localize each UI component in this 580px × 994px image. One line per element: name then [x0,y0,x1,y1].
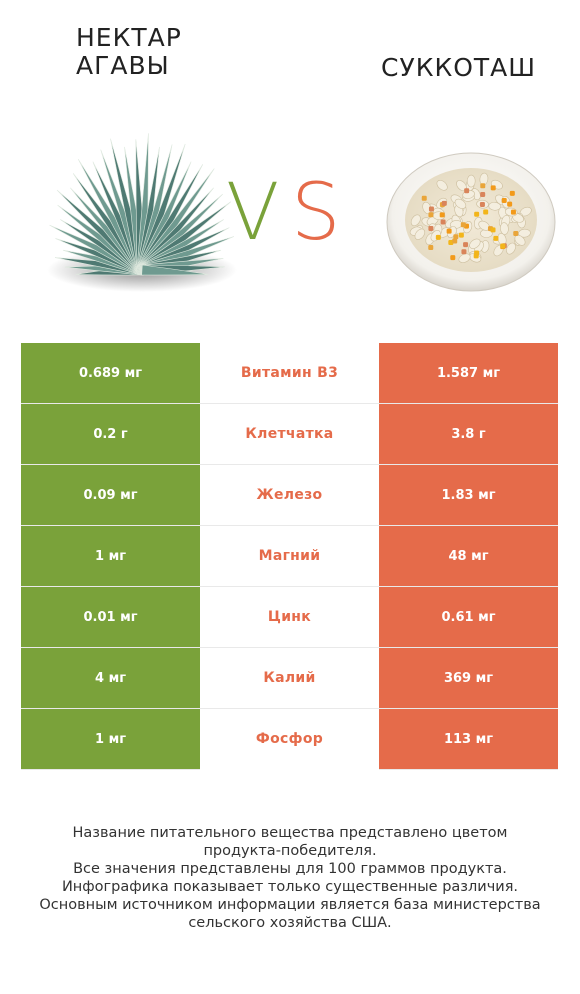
succotash-dish-image [386,152,556,292]
table-row: 1 мг Фосфор 113 мг [21,709,558,770]
vs-letter-s: S [291,168,341,258]
right-value-cell: 3.8 г [379,404,558,465]
nutrient-name-cell: Магний [258,548,321,564]
left-value-cell: 0.01 мг [21,587,200,648]
table-row: 4 мг Калий 369 мг [21,648,558,709]
vs-letter-v: V [226,168,280,258]
table-row: 0.01 мг Цинк 0.61 мг [21,587,558,648]
nutrient-name-cell: Цинк [267,609,312,625]
agave-plant-image [47,133,237,292]
left-value-cell: 1 мг [21,709,200,770]
left-value-cell: 0.689 мг [21,343,200,404]
left-title-line2: АГАВЫ [76,51,170,80]
left-product-title: НЕКТАР АГАВЫ [76,24,182,80]
nutrient-name-cell: Фосфор [255,731,324,747]
right-value-cell: 113 мг [379,709,558,770]
nutrient-name-cell: Железо [256,487,323,503]
left-value-cell: 0.09 мг [21,465,200,526]
footnote-line: продукта-победителя. [203,843,377,859]
nutrient-name-cell: Клетчатка [245,426,334,442]
table-row: 0.09 мг Железо 1.83 мг [21,465,558,526]
footnote-line: Название питательного вещества представл… [72,825,508,841]
right-value-cell: 1.587 мг [379,343,558,404]
left-value-cell: 4 мг [21,648,200,709]
right-value-cell: 48 мг [379,526,558,587]
right-product-title: СУККОТАШ [381,53,536,82]
nutrient-name-cell: Калий [263,670,316,686]
footnote-line: Все значения представлены для 100 граммо… [73,861,507,877]
footnote-line: Инфографика показывает только существенн… [61,879,519,895]
footnote: Название питательного вещества представл… [0,824,580,932]
left-title-line1: НЕКТАР [76,23,182,52]
left-value-cell: 0.2 г [21,404,200,465]
footnote-line: сельского хозяйства США. [188,915,392,931]
table-row: 0.2 г Клетчатка 3.8 г [21,404,558,465]
footnote-line: Основным источником информации является … [39,897,541,913]
left-value-cell: 1 мг [21,526,200,587]
table-row: 0.689 мг Витамин B3 1.587 мг [21,343,558,404]
nutrient-comparison-table: 0.689 мг Витамин B3 1.587 мг 0.2 г Клетчатка… [21,343,558,770]
table-row: 1 мг Магний 48 мг [21,526,558,587]
right-value-cell: 369 мг [379,648,558,709]
right-value-cell: 0.61 мг [379,587,558,648]
nutrient-name-cell: Витамин B3 [240,365,339,381]
right-value-cell: 1.83 мг [379,465,558,526]
